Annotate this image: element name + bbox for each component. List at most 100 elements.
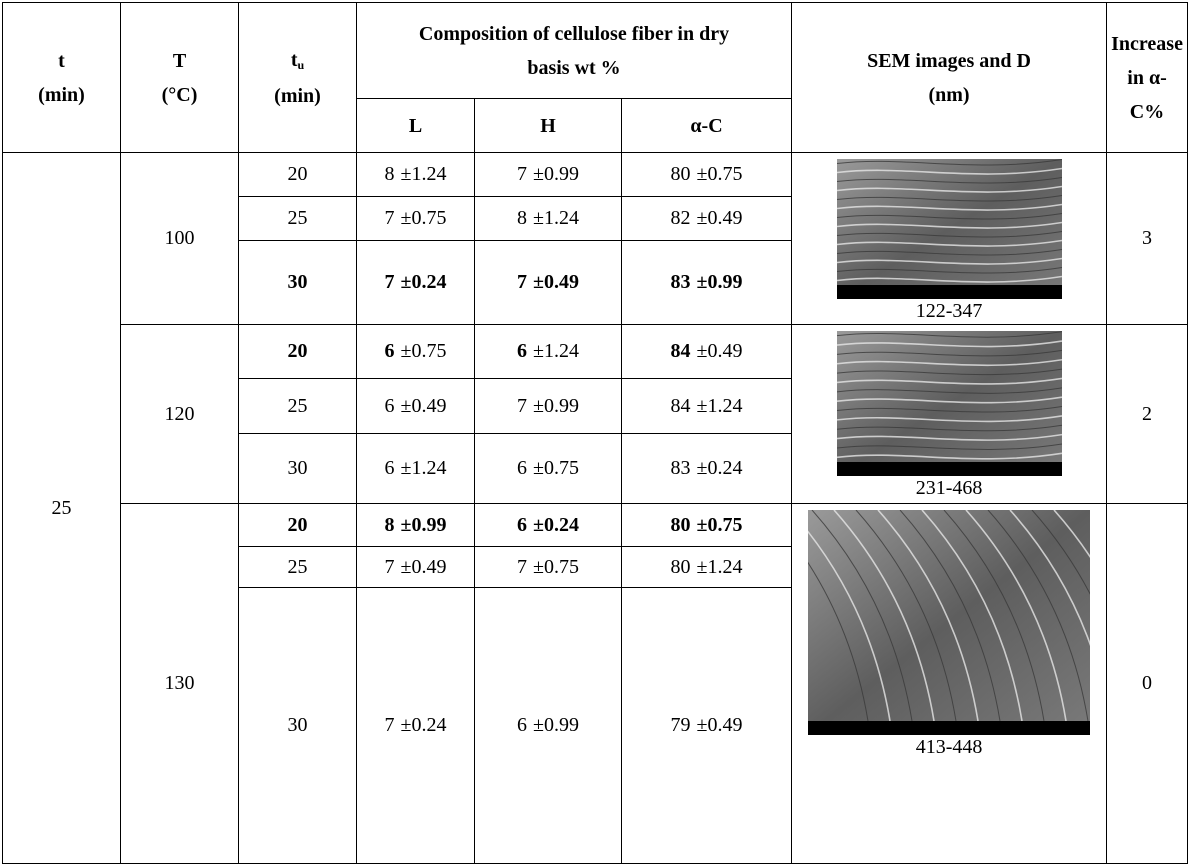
composition-error: ±0.99 <box>401 514 447 536</box>
sem-image <box>837 331 1062 476</box>
cell-composition: 6 ±1.24 <box>357 434 475 504</box>
composition-error: ±1.24 <box>697 395 743 417</box>
cell-sem: 231-468 <box>792 325 1107 504</box>
results-table: t (min) T(°C) tu(min) Composition of cell… <box>2 2 1188 864</box>
composition-error: ±0.75 <box>401 207 447 229</box>
composition-error: ±0.49 <box>401 556 447 578</box>
composition-error: ±0.49 <box>697 207 743 229</box>
composition-value: 6 <box>385 457 395 479</box>
cell-composition: 7 ±0.24 <box>357 588 475 864</box>
composition-value: 8 <box>385 163 395 185</box>
sem-diameter: 231-468 <box>792 476 1106 500</box>
composition-error: ±0.99 <box>533 395 579 417</box>
composition-error: ±0.75 <box>697 514 743 536</box>
header-cell: Composition of cellulose fiber in dry ba… <box>357 3 792 99</box>
header-text: (min) <box>274 85 321 107</box>
composition-value: 79 <box>671 714 691 736</box>
subheader-cell: α-C <box>622 99 792 153</box>
composition-value: 84 <box>671 340 691 362</box>
cell-sem: 122-347 <box>792 153 1107 325</box>
cell-composition: 8 ±1.24 <box>475 197 622 241</box>
cell-tu: 20 <box>239 504 357 547</box>
cell-composition: 7±0.49 <box>475 241 622 325</box>
cell-composition: 7 ±0.24 <box>357 241 475 325</box>
composition-error: ±1.24 <box>401 163 447 185</box>
cell-tu: 20 <box>239 325 357 379</box>
composition-value: 8 <box>385 514 395 536</box>
cell-composition: 84±0.49 <box>622 325 792 379</box>
composition-value: 7 <box>385 556 395 578</box>
sem-diameter: 413-448 <box>792 735 1106 759</box>
composition-error: ±0.99 <box>533 714 579 736</box>
composition-error: ±0.99 <box>697 271 743 293</box>
cell-tu: 25 <box>239 547 357 588</box>
composition-error: ±0.24 <box>697 457 743 479</box>
composition-error: ±1.24 <box>533 207 579 229</box>
composition-error: ±0.24 <box>401 271 447 293</box>
sem-texture <box>808 721 1090 735</box>
cell-composition: 6 ±0.99 <box>475 588 622 864</box>
composition-value: 8 <box>517 207 527 229</box>
header-cell: SEM images and D (nm) <box>792 3 1107 153</box>
cell-composition: 7±0.75 <box>475 547 622 588</box>
cell-composition: 6±1.24 <box>475 325 622 379</box>
header-cell: tu(min) <box>239 3 357 153</box>
cell-tu: 25 <box>239 379 357 434</box>
composition-value: 7 <box>517 556 527 578</box>
composition-value: 80 <box>671 163 691 185</box>
composition-value: 80 <box>671 556 691 578</box>
header-cell: T(°C) <box>121 3 239 153</box>
composition-value: 6 <box>517 340 527 362</box>
composition-value: 7 <box>517 395 527 417</box>
composition-error: ±0.49 <box>697 714 743 736</box>
cell-composition: 84 ±1.24 <box>622 379 792 434</box>
cell-composition: 80±1.24 <box>622 547 792 588</box>
composition-value: 6 <box>517 514 527 536</box>
cell-composition: 8 ±0.99 <box>357 504 475 547</box>
composition-error: ±0.75 <box>401 340 447 362</box>
cell-composition: 82 ±0.49 <box>622 197 792 241</box>
cell-sem: 413-448 <box>792 504 1107 864</box>
composition-value: 84 <box>671 395 691 417</box>
cell-t: 25 <box>3 153 121 864</box>
cell-composition: 7 ±0.99 <box>475 379 622 434</box>
composition-value: 80 <box>671 514 691 536</box>
composition-value: 7 <box>385 714 395 736</box>
composition-error: ±0.75 <box>697 163 743 185</box>
composition-error: ±0.24 <box>533 514 579 536</box>
subheader-cell: L <box>357 99 475 153</box>
cell-composition: 80 ±0.75 <box>622 153 792 197</box>
sem-image <box>808 510 1090 735</box>
composition-error: ±0.49 <box>401 395 447 417</box>
cell-composition: 80 ±0.75 <box>622 504 792 547</box>
table-body: 25100208±1.247±0.9980±0.75122-3473257±0.… <box>3 153 1188 864</box>
header-text: (min) <box>38 84 85 106</box>
cell-composition: 7±0.99 <box>475 153 622 197</box>
composition-value: 82 <box>671 207 691 229</box>
composition-value: 7 <box>517 271 527 293</box>
composition-error: ±0.24 <box>401 714 447 736</box>
composition-error: ±1.24 <box>401 457 447 479</box>
cell-T: 100 <box>121 153 239 325</box>
composition-value: 7 <box>385 207 395 229</box>
cell-increase: 2 <box>1107 325 1188 504</box>
composition-error: ±0.99 <box>533 163 579 185</box>
cell-composition: 79 ±0.49 <box>622 588 792 864</box>
cell-tu: 30 <box>239 434 357 504</box>
composition-value: 6 <box>517 714 527 736</box>
cell-composition: 8 ±1.24 <box>357 153 475 197</box>
header-text: t <box>58 50 65 72</box>
composition-value: 7 <box>385 271 395 293</box>
header-cell: t (min) <box>3 3 121 153</box>
cell-composition: 83±0.99 <box>622 241 792 325</box>
cell-tu: 30 <box>239 588 357 864</box>
header-text: T <box>173 50 186 72</box>
cell-composition: 83 ±0.24 <box>622 434 792 504</box>
composition-value: 83 <box>671 457 691 479</box>
page: t (min) T(°C) tu(min) Composition of cell… <box>0 0 1189 865</box>
cell-composition: 6±0.75 <box>475 434 622 504</box>
cell-increase: 0 <box>1107 504 1188 864</box>
cell-T: 130 <box>121 504 239 864</box>
sem-image <box>837 159 1062 299</box>
